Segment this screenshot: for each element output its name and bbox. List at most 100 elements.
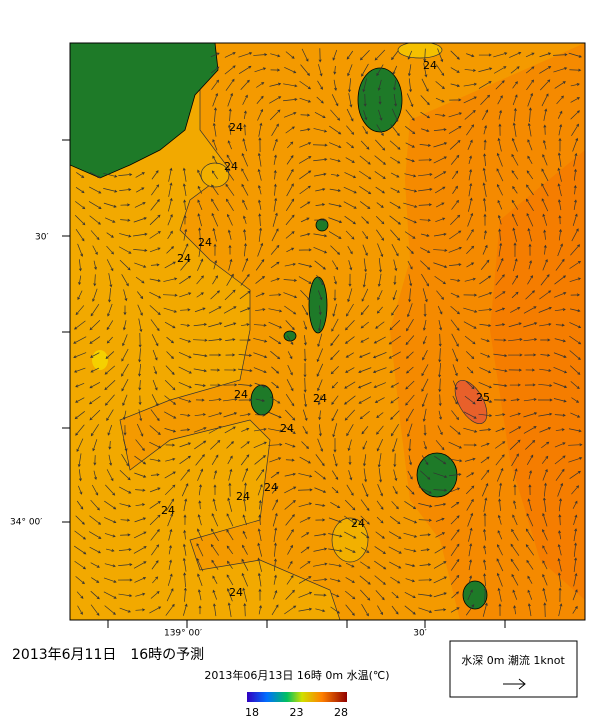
current-arrow <box>273 197 278 212</box>
current-arrow <box>393 259 398 272</box>
current-arrow <box>420 548 430 552</box>
current-arrow <box>558 137 562 152</box>
current-arrow <box>285 514 295 526</box>
current-arrow <box>376 439 383 452</box>
current-arrow <box>403 532 418 538</box>
current-arrow <box>433 156 447 164</box>
current-arrow <box>330 245 341 255</box>
current-arrow <box>212 575 218 585</box>
current-arrow <box>316 274 324 286</box>
current-arrow <box>433 128 447 132</box>
current-arrow <box>388 335 401 345</box>
current-arrow <box>318 424 322 437</box>
current-arrow <box>480 259 490 270</box>
current-arrow <box>179 442 192 448</box>
current-arrow <box>92 439 98 452</box>
current-arrow <box>193 368 207 373</box>
current-arrow <box>135 503 146 507</box>
current-arrow <box>542 528 548 541</box>
current-arrow <box>468 168 473 181</box>
current-arrow <box>344 336 355 344</box>
current-arrow <box>555 258 565 271</box>
current-arrow <box>525 290 535 300</box>
current-arrow <box>464 68 477 72</box>
current-arrow <box>242 544 248 555</box>
current-arrow <box>438 363 442 378</box>
current-arrow <box>257 184 262 195</box>
current-arrow <box>478 53 492 57</box>
current-arrow <box>375 186 385 194</box>
current-arrow <box>498 228 502 241</box>
current-arrow <box>210 66 220 74</box>
current-arrow <box>119 233 132 238</box>
current-arrow <box>434 171 447 179</box>
current-arrow <box>330 350 340 361</box>
current-arrow <box>390 424 399 437</box>
current-arrow <box>75 397 85 403</box>
current-arrow <box>378 258 383 273</box>
current-arrow <box>573 184 577 195</box>
current-arrow <box>298 156 312 164</box>
current-arrow <box>554 275 567 285</box>
current-arrow <box>179 397 192 403</box>
current-arrow <box>527 227 532 242</box>
current-arrow <box>181 243 189 257</box>
current-arrow <box>332 423 338 438</box>
current-arrow <box>286 529 294 541</box>
current-arrow <box>572 605 578 614</box>
current-arrow <box>421 364 429 377</box>
current-arrow <box>123 305 127 316</box>
current-arrow <box>359 49 370 61</box>
current-arrow <box>88 531 102 539</box>
current-arrow <box>212 603 217 617</box>
current-arrow <box>389 201 401 209</box>
current-arrow <box>404 173 417 178</box>
current-arrow <box>496 183 503 196</box>
current-arrow <box>493 66 507 74</box>
current-arrow <box>495 80 505 90</box>
current-arrow <box>408 78 413 93</box>
current-arrow <box>315 454 325 467</box>
current-arrow <box>270 277 280 282</box>
current-arrow <box>298 488 313 492</box>
current-arrow <box>468 197 473 212</box>
current-arrow <box>121 453 129 467</box>
current-arrow <box>269 396 281 404</box>
current-arrow <box>150 591 160 599</box>
current-arrow <box>451 199 459 210</box>
lon-label: 139° 00′ <box>164 629 202 639</box>
current-arrow <box>303 320 308 330</box>
current-arrow <box>313 547 328 552</box>
current-arrow <box>257 557 262 572</box>
colorbar-label: 28 <box>334 706 348 719</box>
current-arrow <box>257 542 263 557</box>
current-arrow <box>268 443 283 447</box>
current-arrow <box>344 381 356 389</box>
current-arrow <box>482 109 489 121</box>
current-arrow <box>363 93 367 107</box>
current-arrow <box>283 292 298 299</box>
current-arrow <box>513 605 517 615</box>
current-arrow <box>378 109 383 121</box>
current-arrow <box>300 232 311 237</box>
current-arrow <box>210 52 220 58</box>
current-arrow <box>539 52 552 58</box>
current-arrow <box>508 337 523 342</box>
current-arrow <box>527 139 533 151</box>
current-arrow <box>463 307 478 313</box>
current-arrow <box>555 468 565 481</box>
current-arrow <box>509 412 521 417</box>
current-arrow <box>570 381 580 390</box>
current-arrow <box>167 214 173 226</box>
current-arrow <box>179 337 192 343</box>
current-arrow <box>269 96 282 104</box>
current-arrow <box>344 515 357 525</box>
current-arrow <box>376 425 384 435</box>
current-arrow <box>152 349 158 361</box>
current-arrow <box>554 455 566 465</box>
current-arrow <box>198 484 202 496</box>
colorbar <box>247 692 347 702</box>
current-arrow <box>242 215 247 224</box>
current-arrow <box>243 123 247 136</box>
current-arrow <box>286 155 294 165</box>
